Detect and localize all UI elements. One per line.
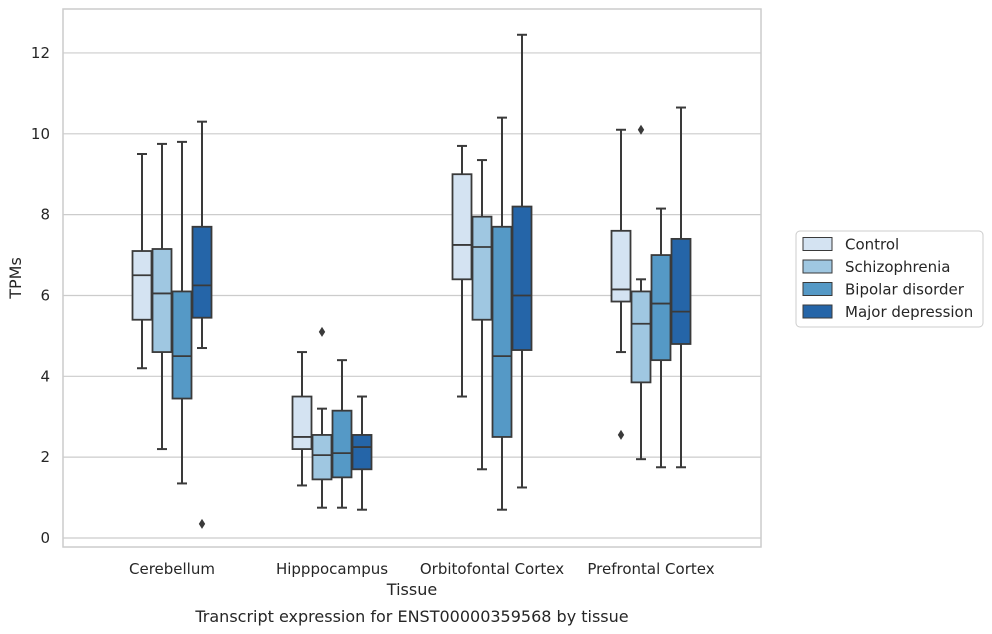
box-iqr (351, 434, 373, 471)
legend-frame (795, 230, 984, 328)
box-iqr (291, 395, 313, 450)
box (151, 142, 173, 451)
box-iqr (171, 290, 193, 400)
legend-swatch (802, 304, 833, 319)
chart-caption: Transcript expression for ENST0000035956… (194, 607, 628, 626)
outlier-point (617, 429, 625, 440)
box (451, 144, 473, 398)
y-tick-label: 4 (40, 367, 50, 385)
y-tick-label: 0 (40, 529, 50, 547)
box (351, 395, 373, 511)
box (291, 351, 313, 487)
y-tick-labels: 0 2 4 6 8 10 12 (31, 44, 50, 547)
legend-label: Major depression (845, 303, 973, 321)
box-iqr (311, 434, 333, 481)
box-iqr (151, 248, 173, 353)
box-iqr (630, 290, 652, 384)
box (311, 326, 333, 509)
box-series (131, 33, 692, 529)
y-tick-label: 12 (31, 44, 50, 62)
y-tick-label: 2 (40, 448, 50, 466)
box-iqr (491, 225, 513, 438)
plot-frame (62, 8, 762, 548)
box-iqr (191, 225, 213, 319)
box (131, 153, 153, 370)
box-iqr (331, 409, 353, 479)
box (471, 159, 493, 471)
x-tick-label: Cerebellum (129, 560, 215, 578)
box (630, 124, 652, 461)
box-iqr (451, 173, 473, 281)
legend-label: Bipolar disorder (845, 281, 965, 299)
y-axis-label: TPMs (6, 257, 25, 300)
box (650, 207, 672, 469)
x-tick-label: Hipppocampus (276, 560, 388, 578)
legend-label: Schizophrenia (845, 258, 950, 276)
box (171, 140, 193, 485)
y-tick-label: 10 (31, 125, 50, 143)
x-tick-label: Prefrontal Cortex (587, 560, 714, 578)
box (670, 106, 692, 469)
y-tick-label: 8 (40, 206, 50, 224)
box (331, 359, 353, 509)
outlier-point (637, 124, 645, 135)
box-iqr (650, 254, 672, 362)
box-iqr (670, 237, 692, 345)
box (491, 116, 513, 511)
legend-swatch (802, 282, 833, 296)
box (191, 120, 213, 529)
y-tick-label: 6 (40, 286, 50, 304)
legend: Control Schizophrenia Bipolar disorder Majo… (795, 230, 984, 328)
box (610, 128, 632, 440)
x-tick-labels: Cerebellum Hipppocampus Orbitofontal Corte… (129, 560, 715, 578)
outlier-point (198, 518, 206, 529)
x-axis-label: Tissue (386, 580, 437, 599)
legend-swatch (802, 237, 833, 251)
box-iqr (471, 215, 493, 321)
box-iqr (511, 205, 533, 351)
legend-label: Control (845, 236, 899, 254)
outlier-point (318, 326, 326, 337)
box (511, 33, 533, 489)
box-iqr (131, 250, 153, 321)
x-tick-label: Orbitofontal Cortex (420, 560, 564, 578)
box-iqr (610, 229, 632, 303)
legend-swatch (802, 259, 833, 274)
